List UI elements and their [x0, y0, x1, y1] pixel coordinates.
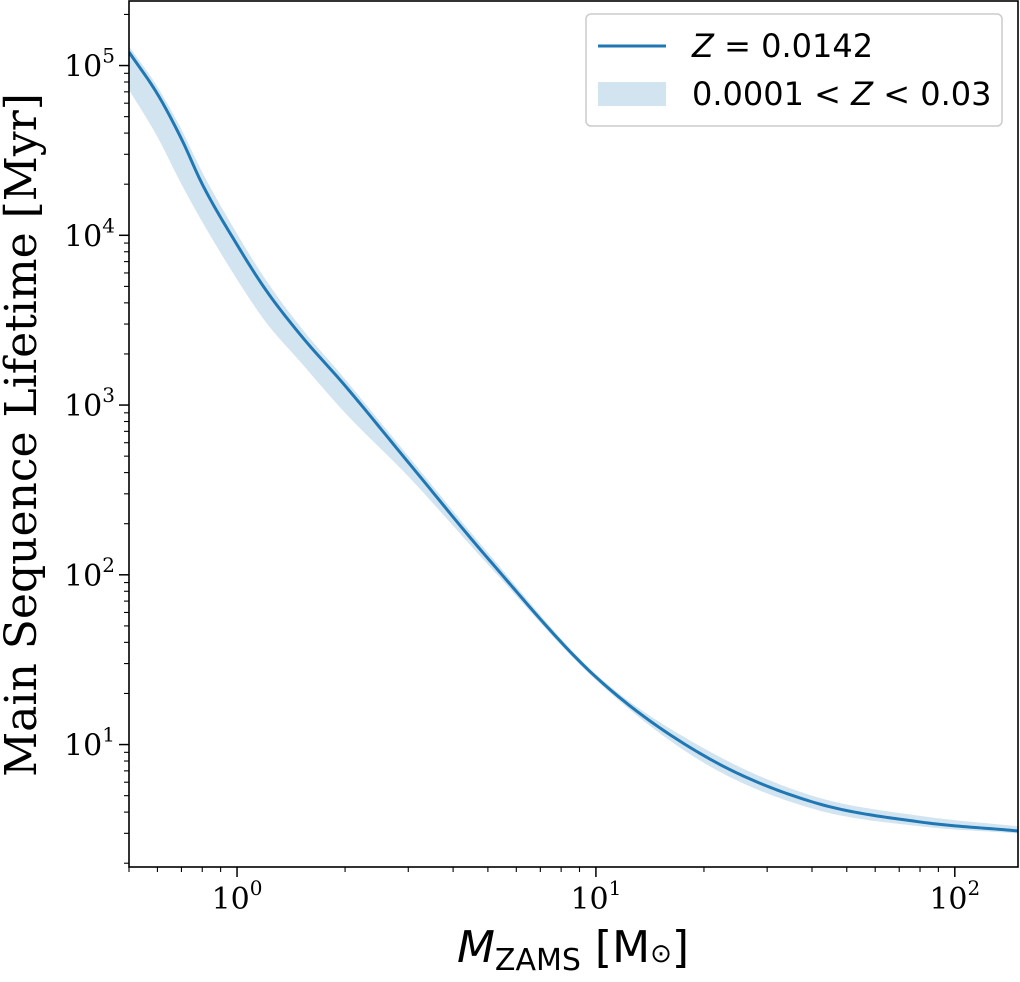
axes: 100 101 102 101 102 103 104 105 [64, 0, 1019, 917]
x-axis-label-main: M [457, 922, 495, 973]
legend-label-line: Z = 0.0142 [691, 27, 873, 65]
x-axis-label: MZAMS [M⊙] [457, 922, 689, 978]
x-axis-label-sun-symbol: ⊙ [650, 939, 672, 969]
metallicity-range-band [129, 46, 1018, 834]
y-tick-label: 105 [64, 44, 115, 85]
legend-label-band: 0.0001 < Z < 0.03 [692, 75, 991, 113]
legend: Z = 0.0142 0.0001 < Z < 0.03 [585, 13, 1003, 127]
solar-metallicity-line [129, 51, 1018, 833]
x-axis-label-sub: ZAMS [495, 943, 581, 978]
y-axis-label: Main Sequence Lifetime [Myr] [0, 93, 47, 777]
y-tick-label: 104 [64, 213, 115, 254]
x-axis-label-unit-close: ] [672, 922, 689, 973]
y-tick-label: 102 [64, 553, 115, 594]
x-tick-label: 101 [570, 876, 621, 917]
legend-band-swatch [598, 82, 666, 106]
y-tick-label: 101 [64, 723, 115, 764]
y-tick-label: 103 [64, 383, 115, 424]
x-tick-label: 100 [212, 876, 263, 917]
plot-area [129, 46, 1018, 834]
x-tick-label: 102 [929, 876, 980, 917]
legend-frame [585, 13, 1003, 127]
x-axis-label-unit-open: [M [581, 922, 650, 973]
axes-frame [128, 0, 1019, 868]
plot-clip-group [129, 46, 1018, 834]
